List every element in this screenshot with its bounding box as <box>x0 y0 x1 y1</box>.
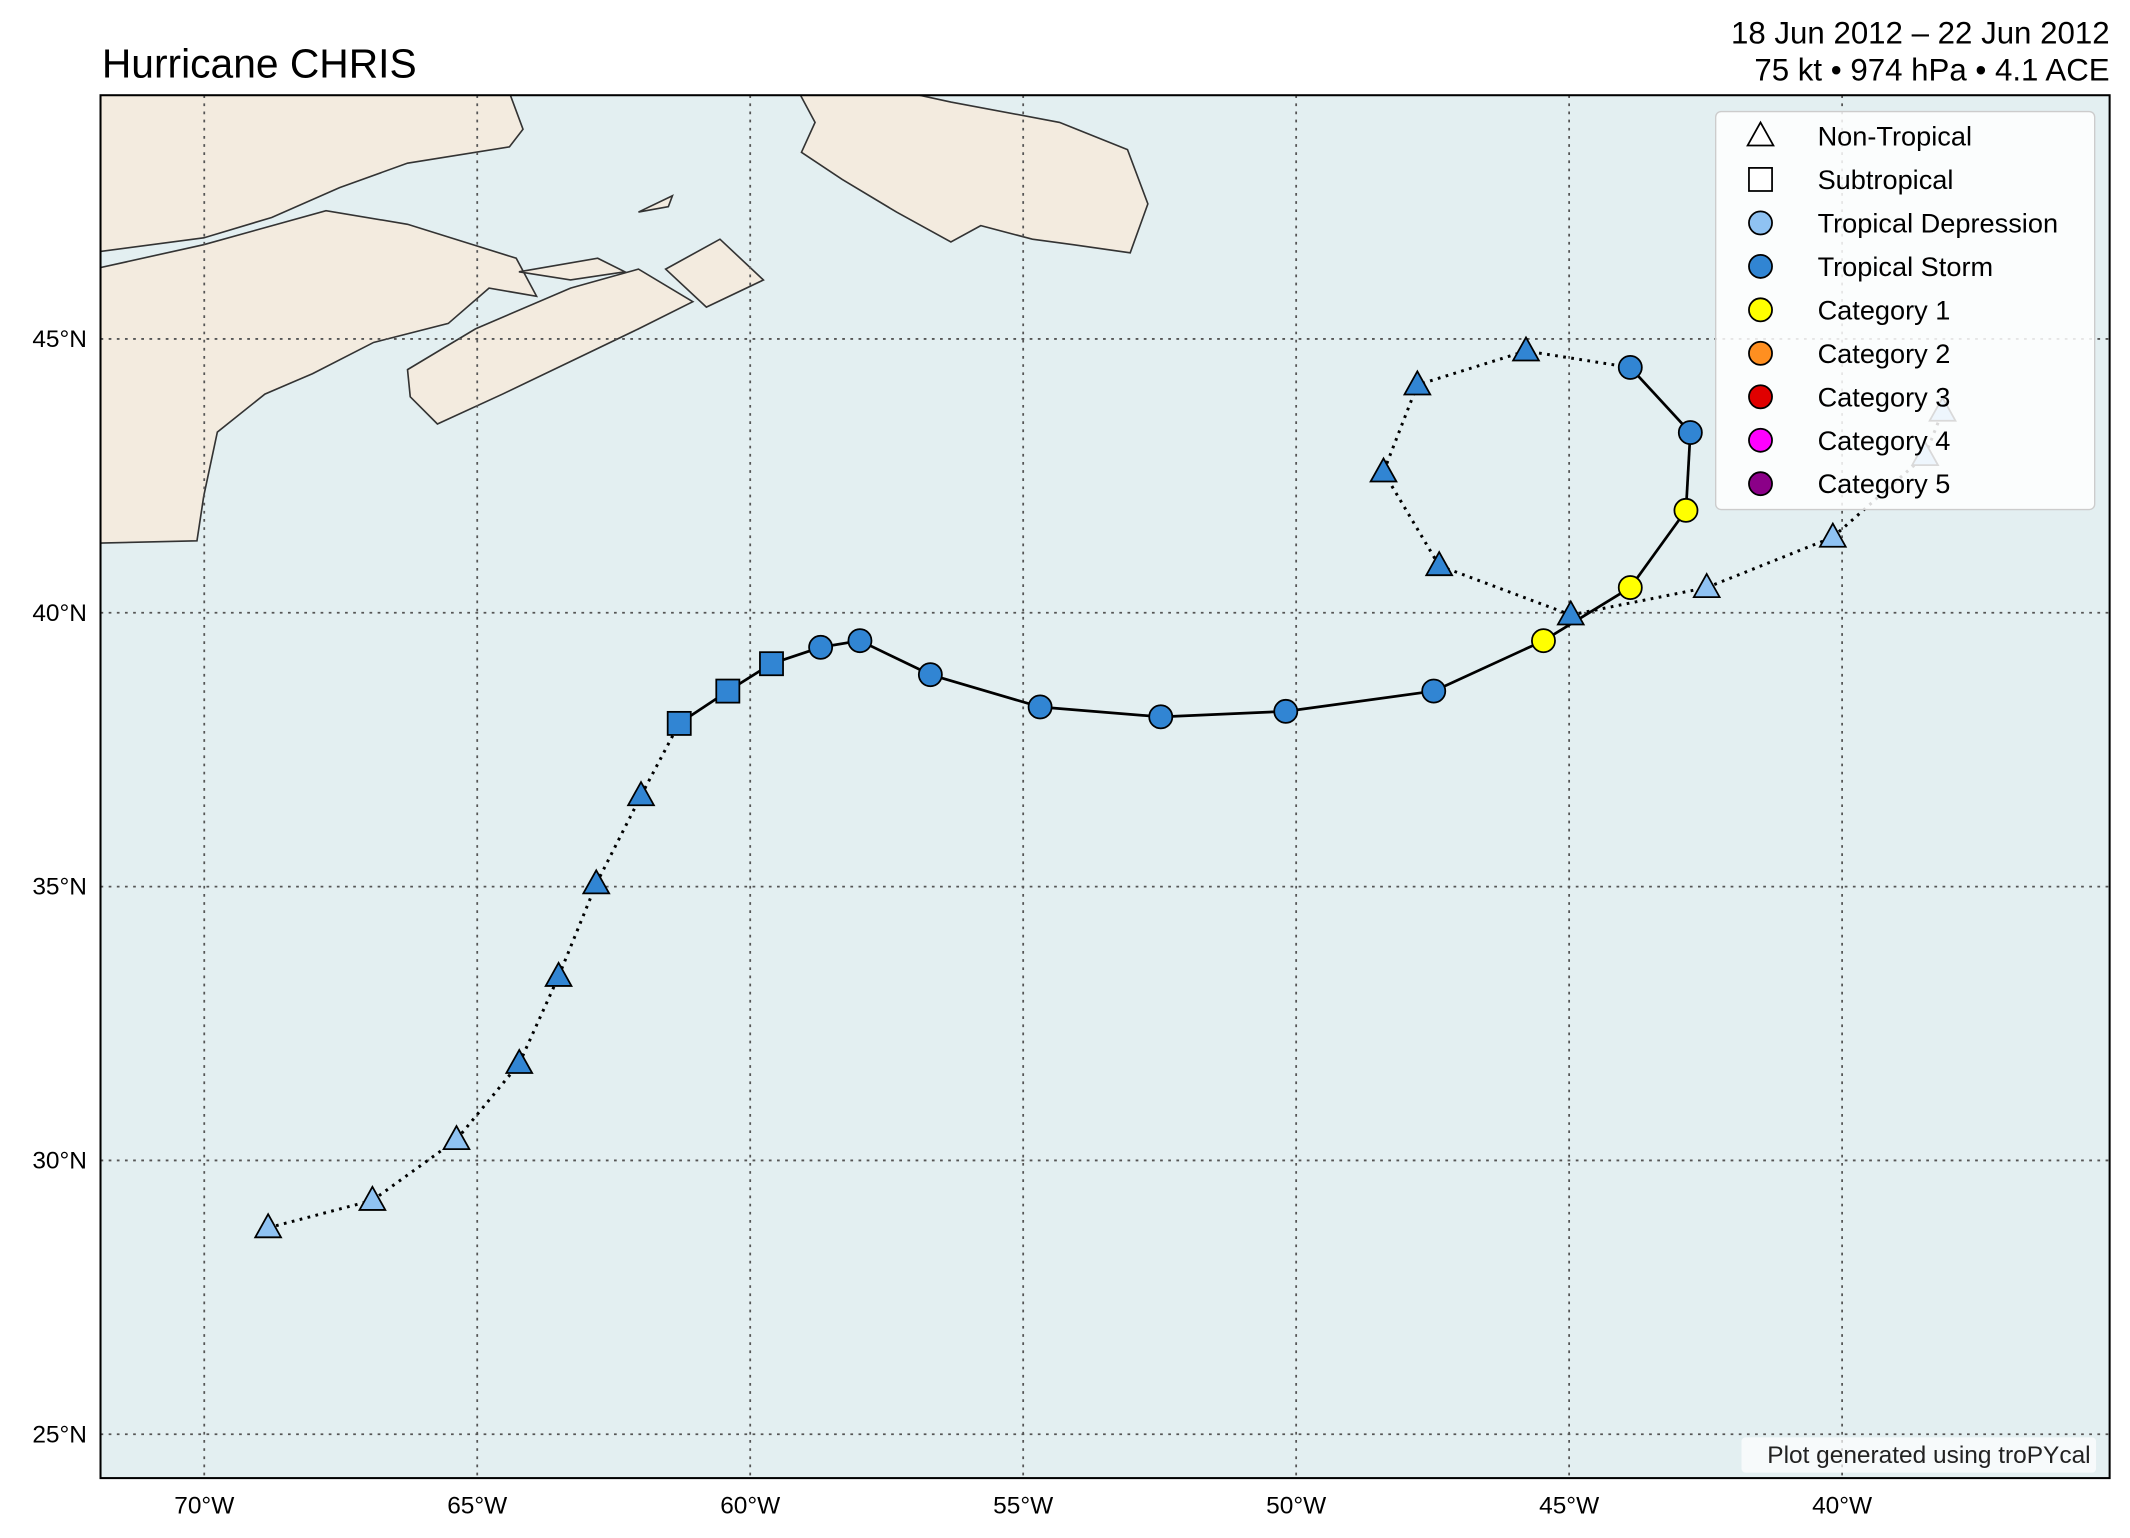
land-layer <box>100 95 1149 544</box>
y-tick-label: 35°N <box>32 874 87 901</box>
track-point <box>847 628 873 654</box>
land <box>518 257 628 281</box>
track-point <box>1027 694 1053 720</box>
track-point <box>1402 369 1432 396</box>
land <box>799 95 1149 254</box>
land <box>100 209 539 544</box>
track-point <box>1424 550 1454 577</box>
track-segment <box>1382 471 1441 567</box>
legend-label: Subtropical <box>1818 164 1954 195</box>
track-segment <box>455 1062 521 1141</box>
track-point <box>1531 628 1556 654</box>
credit-box <box>1741 1437 2097 1473</box>
y-tick-label: 45°N <box>32 326 87 353</box>
track-point <box>759 651 784 677</box>
track-segment <box>1039 705 1161 719</box>
track-segment <box>1416 349 1527 387</box>
track-segment <box>557 883 598 977</box>
land <box>638 194 674 213</box>
x-tick-label: 65°W <box>447 1492 507 1519</box>
legend-marker <box>1748 384 1773 410</box>
track-segment <box>1570 586 1708 617</box>
legend-marker <box>1748 340 1773 366</box>
x-tick-label: 60°W <box>720 1492 780 1519</box>
subtitle: 18 Jun 2012 – 22 Jun 2012 <box>1731 16 2110 51</box>
track-segment <box>267 1198 373 1230</box>
track-segment <box>1684 432 1692 511</box>
track-point <box>715 678 741 704</box>
track-point <box>1692 572 1722 598</box>
track-point <box>357 1185 387 1211</box>
track-segment <box>1706 535 1834 589</box>
y-tick-label: 40°N <box>32 600 87 627</box>
legend-box <box>1715 110 2096 511</box>
x-tick-label: 40°W <box>1812 1492 1872 1519</box>
track-point <box>1511 335 1541 362</box>
track-segment <box>859 639 931 676</box>
legend-marker <box>1746 120 1775 147</box>
track-segment <box>929 673 1041 709</box>
track-segment <box>1160 709 1286 719</box>
subtitle: 75 kt • 974 hPa • 4.1 ACE <box>1754 52 2109 87</box>
tick-labels: 70°W 65°W 60°W 55°W 50°W 45°W 40°W 25°N 30°N 35°N… <box>32 326 1872 1519</box>
legend-marker <box>1748 253 1773 279</box>
track-segment <box>1629 366 1692 434</box>
land <box>100 95 524 253</box>
track-point <box>544 961 573 987</box>
legend-marker <box>1748 167 1773 192</box>
legend-marker <box>1748 471 1773 497</box>
track-point <box>1617 575 1643 601</box>
y-tick-label: 25°N <box>32 1421 87 1448</box>
track-point <box>581 868 611 895</box>
legend-marker <box>1748 297 1773 323</box>
track-segment <box>1433 639 1545 693</box>
legend-label: Category 1 <box>1818 294 1951 325</box>
track-point <box>1673 497 1699 523</box>
track-point <box>1677 420 1703 446</box>
track-point <box>1818 521 1848 548</box>
track-point <box>1369 456 1398 483</box>
legend-marker <box>1748 210 1773 236</box>
track-point <box>917 662 943 688</box>
track-point <box>504 1048 534 1074</box>
track-segment <box>594 795 643 885</box>
track-point <box>626 780 656 807</box>
track-point <box>1617 354 1643 380</box>
track-point <box>808 634 834 660</box>
credit: Plot generated using troPYcal <box>1767 1442 2090 1469</box>
x-tick-label: 70°W <box>174 1492 234 1519</box>
x-tick-label: 55°W <box>993 1492 1053 1519</box>
map-title: Hurricane CHRIS <box>102 41 417 87</box>
track-segment <box>639 722 681 797</box>
track-segment <box>1542 586 1631 642</box>
track-point <box>1421 678 1447 704</box>
track-segment <box>1525 349 1631 369</box>
legend: Non-Tropical Subtropical Tropical Depressi… <box>1746 120 2058 499</box>
legend-label: Tropical Storm <box>1818 251 1994 282</box>
track-point <box>666 710 692 736</box>
land <box>406 268 695 425</box>
legend-label: Category 2 <box>1818 338 1951 369</box>
legend-label: Category 3 <box>1818 381 1951 412</box>
track-point <box>253 1212 283 1239</box>
track-point <box>442 1124 471 1151</box>
track-point <box>1148 704 1174 730</box>
legend-label: Non-Tropical <box>1818 120 1972 151</box>
track-segment <box>1285 689 1434 713</box>
legend-label: Category 4 <box>1818 425 1951 456</box>
map-frame <box>99 94 2111 1480</box>
legend-label: Tropical Depression <box>1818 207 2058 238</box>
x-tick-label: 50°W <box>1266 1492 1326 1519</box>
track-segment <box>1629 509 1688 589</box>
legend-label: Category 5 <box>1818 468 1951 499</box>
x-tick-label: 45°W <box>1539 1492 1599 1519</box>
legend-marker <box>1748 427 1773 453</box>
y-tick-label: 30°N <box>32 1148 87 1175</box>
track-segment <box>371 1138 458 1202</box>
track-point <box>1556 599 1586 626</box>
track-point <box>1273 698 1299 724</box>
land <box>664 238 765 309</box>
